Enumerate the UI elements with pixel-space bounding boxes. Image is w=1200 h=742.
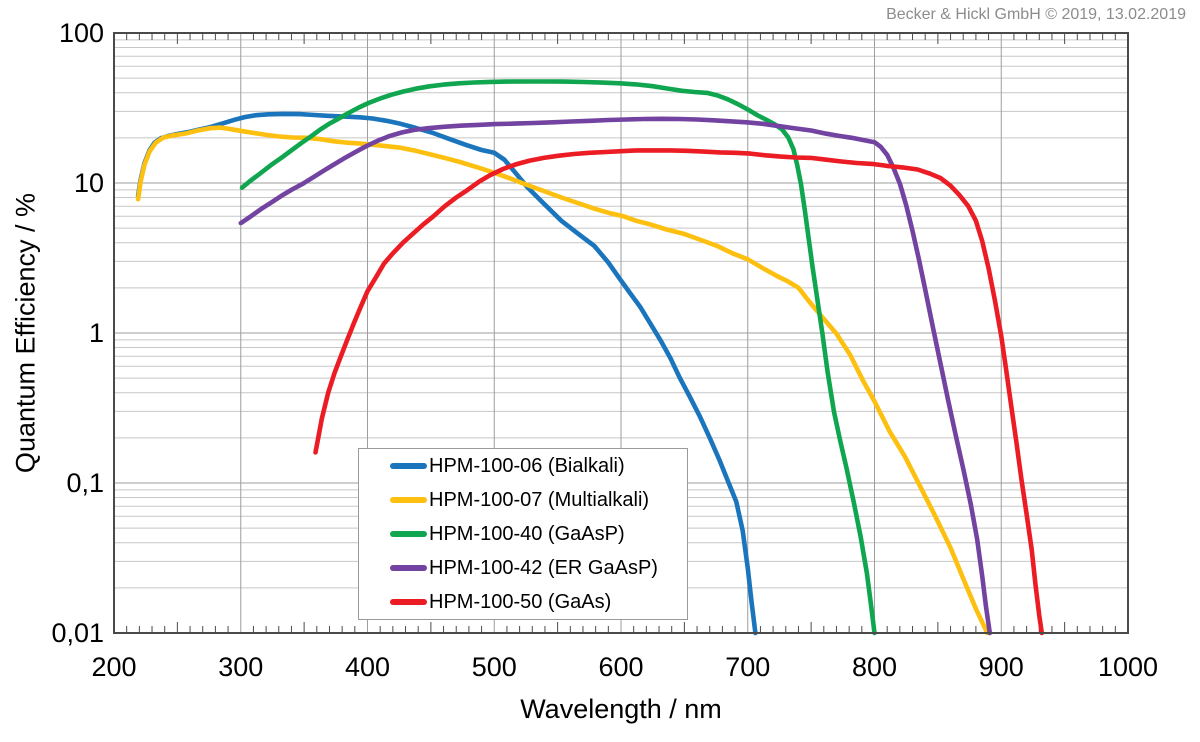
legend-swatch-icon bbox=[390, 463, 427, 469]
legend-swatch-icon bbox=[390, 531, 427, 537]
x-axis-title: Wavelength / nm bbox=[520, 694, 722, 724]
legend-label: HPM-100-50 (GaAs) bbox=[429, 590, 612, 613]
copyright-text: Becker & Hickl GmbH © 2019, 13.02.2019 bbox=[886, 6, 1186, 23]
y-tick-label-1: 1 bbox=[88, 318, 104, 348]
series-line-HPM-100-42 bbox=[238, 116, 993, 636]
y-tick-label-0.1: 0,1 bbox=[66, 468, 104, 498]
legend-label: HPM-100-42 (ER GaAsP) bbox=[429, 556, 658, 579]
legend-item: HPM-100-40 (GaAsP) bbox=[359, 517, 687, 551]
legend-swatch-icon bbox=[390, 599, 427, 605]
x-tick-label-1000: 1000 bbox=[1097, 652, 1159, 682]
legend-label: HPM-100-40 (GaAsP) bbox=[429, 522, 625, 545]
legend-item: HPM-100-50 (GaAs) bbox=[359, 585, 687, 619]
x-tick-label-200: 200 bbox=[91, 652, 137, 682]
legend-item: HPM-100-06 (Bialkali) bbox=[359, 449, 687, 483]
legend-label: HPM-100-07 (Multialkali) bbox=[429, 488, 650, 511]
y-tick-label-10: 10 bbox=[73, 168, 104, 198]
x-tick-label-300: 300 bbox=[218, 652, 264, 682]
x-tick-label-900: 900 bbox=[978, 652, 1024, 682]
legend-item: HPM-100-42 (ER GaAsP) bbox=[359, 551, 687, 585]
x-tick-label-700: 700 bbox=[725, 652, 771, 682]
y-tick-label-0.01: 0,01 bbox=[51, 618, 104, 648]
legend: HPM-100-06 (Bialkali) HPM-100-07 (Multial… bbox=[358, 448, 688, 620]
series-line-HPM-100-40 bbox=[239, 79, 877, 636]
legend-label: HPM-100-06 (Bialkali) bbox=[429, 454, 625, 477]
x-tick-label-500: 500 bbox=[471, 652, 517, 682]
x-tick-label-800: 800 bbox=[851, 652, 898, 682]
legend-swatch-icon bbox=[390, 565, 427, 571]
plot-frame bbox=[113, 32, 1129, 634]
series-line-HPM-100-50 bbox=[313, 148, 1045, 636]
x-tick-label-600: 600 bbox=[598, 652, 644, 682]
series-line-HPM-100-07 bbox=[135, 125, 990, 636]
legend-swatch-icon bbox=[390, 497, 427, 503]
y-tick-label-100: 100 bbox=[58, 18, 104, 48]
legend-item: HPM-100-07 (Multialkali) bbox=[359, 483, 687, 517]
x-tick-label-400: 400 bbox=[344, 652, 391, 682]
